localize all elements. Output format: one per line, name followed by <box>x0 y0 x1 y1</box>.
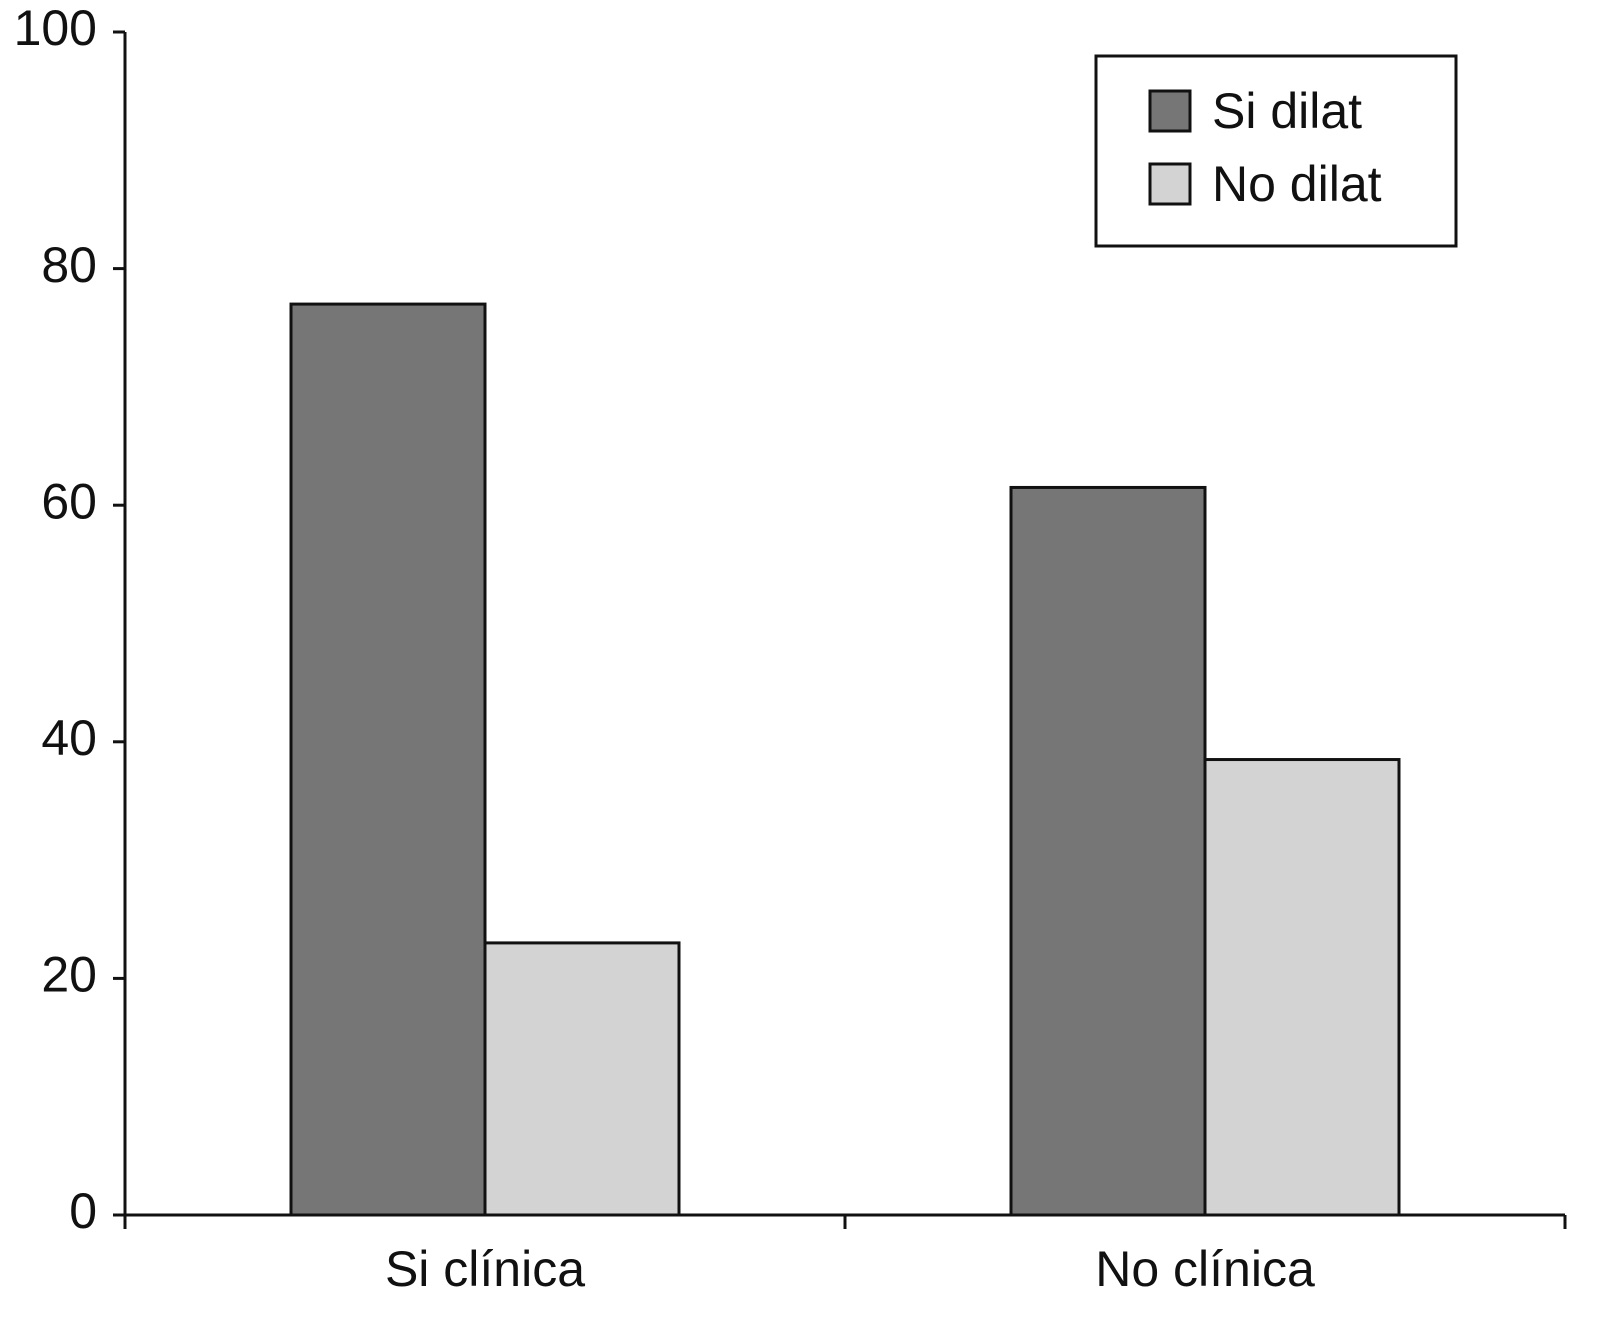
x-tick-label: No clínica <box>1095 1241 1315 1297</box>
bar <box>483 941 681 1217</box>
y-tick-label: 80 <box>41 237 97 293</box>
x-tick-label: Si clínica <box>385 1241 585 1297</box>
y-tick-label: 40 <box>41 710 97 766</box>
y-tick-label: 20 <box>41 947 97 1003</box>
legend-label: Si dilat <box>1212 83 1362 139</box>
y-tick-label: 0 <box>69 1183 97 1239</box>
bar <box>1203 758 1401 1217</box>
legend-swatch <box>1148 89 1192 133</box>
bar <box>1009 485 1207 1217</box>
legend-label: No dilat <box>1212 156 1382 212</box>
bar <box>289 302 487 1217</box>
y-tick-label: 60 <box>41 473 97 529</box>
y-tick-label: 100 <box>14 0 97 56</box>
legend-box <box>1094 54 1458 248</box>
legend-swatch <box>1148 162 1192 206</box>
